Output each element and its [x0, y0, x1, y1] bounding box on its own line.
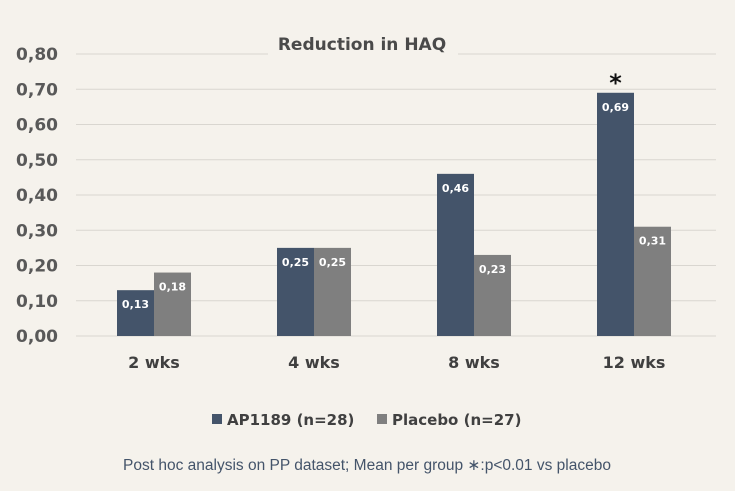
- bar: [117, 290, 154, 336]
- bar: [154, 272, 191, 336]
- data-label: 0,31: [639, 235, 666, 248]
- y-axis-ticks: 0,00 0,10 0,20 0,30 0,40 0,50 0,60 0,70 0,80: [16, 45, 58, 347]
- x-tick-label: 8 wks: [448, 353, 500, 372]
- y-tick-label: 0,40: [16, 186, 58, 206]
- y-tick-label: 0,80: [16, 45, 58, 65]
- legend: AP1189 (n=28) Placebo (n=27): [212, 411, 521, 429]
- x-tick-label: 2 wks: [128, 353, 180, 372]
- data-label: 0,25: [319, 256, 346, 269]
- bars: 0,13 0,18 0,25 0,25 0,46 0,23 0,69 0,31 *: [117, 69, 671, 337]
- legend-swatch: [377, 414, 387, 424]
- legend-label: AP1189 (n=28): [227, 411, 354, 429]
- data-label: 0,23: [479, 263, 506, 276]
- x-axis-ticks: 2 wks 4 wks 8 wks 12 wks: [128, 353, 665, 372]
- bar: [277, 247, 314, 336]
- footnote: Post hoc analysis on PP dataset; Mean pe…: [123, 457, 611, 474]
- chart-title: Reduction in HAQ: [278, 35, 446, 55]
- x-tick-label: 4 wks: [288, 353, 340, 372]
- data-label: 0,46: [442, 182, 469, 195]
- y-tick-label: 0,60: [16, 116, 58, 136]
- y-tick-label: 0,10: [16, 292, 58, 312]
- data-label: 0,18: [159, 281, 186, 294]
- bar: [437, 173, 474, 336]
- y-tick-label: 0,00: [16, 327, 58, 347]
- legend-label: Placebo (n=27): [392, 411, 521, 429]
- y-tick-label: 0,50: [16, 151, 58, 171]
- y-tick-label: 0,70: [16, 80, 58, 100]
- bar: [634, 226, 671, 336]
- data-label: 0,69: [602, 101, 629, 114]
- bar: [474, 254, 511, 336]
- significance-marker: *: [609, 69, 622, 97]
- data-label: 0,13: [122, 298, 149, 311]
- x-tick-label: 12 wks: [603, 353, 666, 372]
- bar: [597, 92, 634, 337]
- bar: [314, 247, 351, 336]
- y-tick-label: 0,20: [16, 257, 58, 277]
- y-tick-label: 0,30: [16, 221, 58, 241]
- data-label: 0,25: [282, 256, 309, 269]
- legend-swatch: [212, 414, 222, 424]
